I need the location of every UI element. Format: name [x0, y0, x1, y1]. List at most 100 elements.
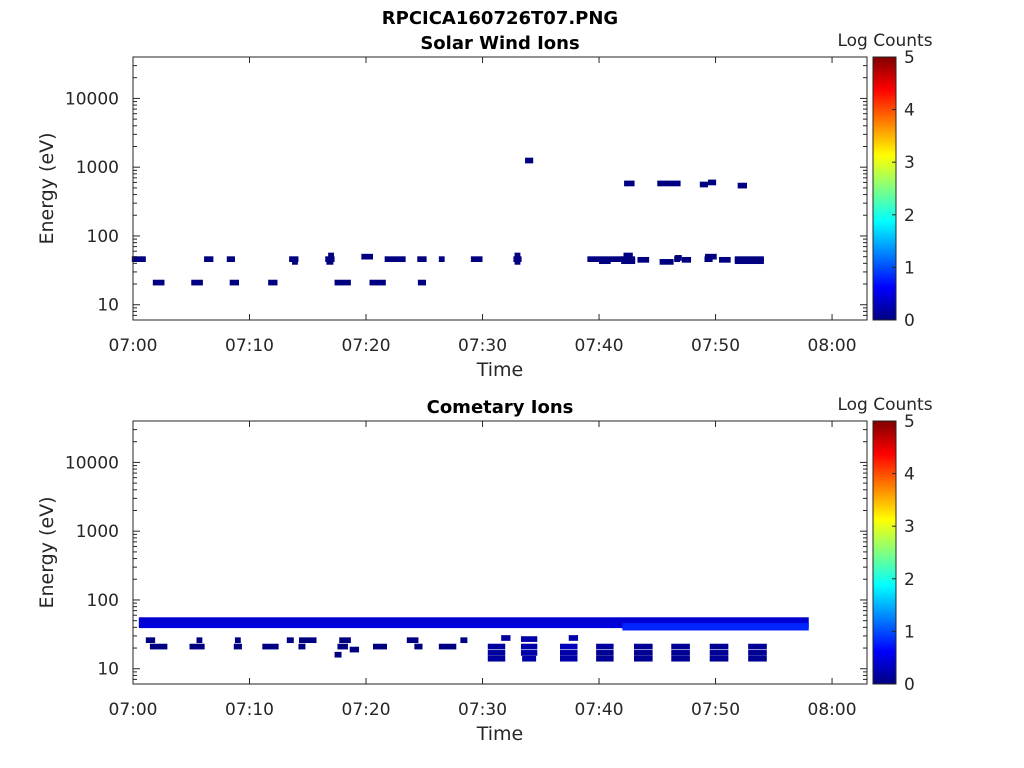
spectrogram-cell	[487, 655, 506, 662]
panel-title: Cometary Ions	[427, 397, 574, 418]
spectrogram-cell	[149, 643, 168, 650]
spectrogram-cell	[339, 637, 351, 644]
spectrogram-cell	[633, 643, 653, 650]
spectrogram-cell	[189, 643, 205, 650]
spectrogram-cell	[596, 643, 614, 650]
y-tick-label: 10000	[65, 453, 119, 473]
x-tick-label: 07:20	[342, 336, 391, 356]
spectrogram-cell	[286, 637, 294, 644]
y-tick-label: 1000	[76, 522, 119, 542]
spectrogram-cell	[438, 256, 445, 263]
panel-solar-wind: Solar Wind Ions 07:00 07:10 07:20 07:30 07:40…	[36, 31, 933, 381]
spectrogram-cell	[414, 643, 423, 650]
x-axis-label: Time	[476, 359, 524, 381]
spectrogram-cell	[674, 255, 682, 261]
spectrogram-cell	[719, 256, 731, 263]
spectrogram-cell	[659, 259, 674, 265]
y-axis-label: Energy (eV)	[36, 132, 58, 244]
x-tick-label: 07:00	[109, 700, 158, 720]
colorbar-tick-label: 4	[904, 465, 915, 485]
colorbar	[872, 420, 897, 685]
spectrogram-cell	[234, 637, 241, 644]
spectrogram-cell	[226, 256, 235, 263]
x-tick-label: 08:00	[808, 700, 857, 720]
panel-title: Solar Wind Ions	[420, 33, 579, 54]
spectrogram-cell	[361, 253, 374, 260]
x-tick-label: 07:50	[691, 700, 740, 720]
y-tick-label: 1000	[76, 158, 119, 178]
y-axis-label: Energy (eV)	[36, 496, 58, 608]
spectrogram-cell	[373, 643, 387, 650]
spectrogram-cell	[229, 279, 240, 286]
spectrogram-cell	[699, 181, 708, 188]
spectrogram-cell	[596, 655, 614, 662]
spectrogram-cell	[681, 256, 692, 263]
spectrogram-cell	[131, 256, 146, 263]
spectrogram-cell	[560, 643, 578, 650]
x-tick-label: 07:50	[691, 336, 740, 356]
spectrogram-cell	[369, 279, 386, 286]
x-tick-label: 07:00	[109, 336, 158, 356]
axes-box	[132, 420, 868, 685]
spectrogram-cell	[560, 655, 578, 662]
spectrogram-cell	[337, 643, 348, 650]
spectrogram-cell	[514, 259, 521, 265]
colorbar-tick-label: 2	[904, 570, 915, 590]
colorbar-tick-label: 3	[904, 153, 915, 173]
x-tick-label: 07:40	[575, 700, 624, 720]
spectrogram-band	[138, 622, 809, 629]
spectrogram-cell	[334, 651, 342, 658]
spectrogram-cell	[520, 643, 538, 650]
spectrogram-cell	[671, 643, 690, 650]
spectrogram-cell	[326, 259, 334, 265]
spectrogram-cell	[298, 643, 306, 650]
colorbar-tick-label: 3	[904, 517, 915, 537]
spectrogram-cell	[384, 256, 406, 263]
spectrogram-cell	[633, 655, 653, 662]
spectrogram-cell	[748, 650, 767, 656]
spectrogram-cell	[560, 650, 578, 656]
spectrogram-cell	[514, 252, 521, 259]
spectrogram-cell	[501, 635, 511, 641]
spectrogram-cell	[334, 279, 351, 286]
spectrogram-cell	[637, 256, 650, 263]
spectrogram-cell	[520, 650, 538, 656]
spectrogram-cell	[623, 252, 633, 259]
colorbar-tick-label: 5	[904, 48, 915, 68]
x-tick-label: 07:20	[342, 700, 391, 720]
spectrogram-cell	[522, 655, 537, 662]
spectrogram-cell	[196, 637, 203, 644]
spectrogram-cell	[406, 637, 419, 644]
spectrogram-cell	[460, 637, 468, 644]
spectrogram-cell	[262, 643, 279, 650]
y-tick-label: 100	[87, 591, 119, 611]
spectrogram-cell	[568, 635, 579, 641]
spectrogram-cell	[748, 655, 767, 662]
x-tick-label: 07:30	[458, 336, 507, 356]
y-tick-label: 10000	[65, 89, 119, 109]
spectrogram-cell	[621, 258, 636, 265]
colorbar-tick-label: 5	[904, 412, 915, 432]
colorbar-tick-label: 4	[904, 101, 915, 121]
spectrogram-cell	[487, 650, 506, 656]
spectrogram-cell	[204, 256, 214, 263]
spectrogram-cell	[705, 253, 717, 260]
spectrogram-cell	[233, 643, 242, 650]
spectrogram-cell	[599, 258, 611, 265]
colorbar-tick-label: 1	[904, 622, 915, 642]
spectrogram-cell	[596, 650, 614, 656]
x-tick-label: 08:00	[808, 336, 857, 356]
colorbar-label: Log Counts	[837, 395, 932, 415]
spectrogram-cell	[633, 650, 653, 656]
colorbar-tick-label: 1	[904, 258, 915, 278]
x-tick-label: 07:10	[225, 700, 274, 720]
spectrogram-cell	[520, 636, 538, 642]
spectrogram-cell	[299, 637, 317, 644]
spectrogram-cell	[349, 646, 360, 653]
y-tick-label: 100	[87, 227, 119, 247]
spectrogram-cell	[707, 179, 717, 186]
spectrogram-cell	[525, 157, 534, 164]
spectrogram-cell	[328, 252, 334, 259]
spectrogram-cell	[709, 650, 729, 656]
